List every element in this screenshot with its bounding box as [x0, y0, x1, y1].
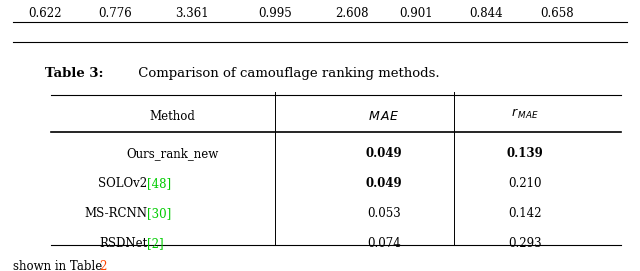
Text: 0.074: 0.074 — [367, 237, 401, 250]
Text: 0.210: 0.210 — [508, 177, 541, 190]
Text: 0.053: 0.053 — [367, 207, 401, 220]
Text: 0.142: 0.142 — [508, 207, 541, 220]
Text: 0.776: 0.776 — [99, 8, 132, 21]
Text: 0.658: 0.658 — [540, 8, 573, 21]
Text: 2: 2 — [99, 260, 107, 271]
Text: [48]: [48] — [147, 177, 172, 190]
Text: 0.049: 0.049 — [365, 147, 403, 160]
Text: [30]: [30] — [147, 207, 172, 220]
Text: 3.361: 3.361 — [175, 8, 209, 21]
Text: MS-RCNN: MS-RCNN — [84, 207, 147, 220]
Text: 0.049: 0.049 — [365, 177, 403, 190]
Text: 0.622: 0.622 — [28, 8, 61, 21]
Text: Comparison of camouflage ranking methods.: Comparison of camouflage ranking methods… — [134, 67, 440, 80]
Text: Ours_rank_new: Ours_rank_new — [127, 147, 219, 160]
Text: 2.608: 2.608 — [335, 8, 369, 21]
Text: 0.844: 0.844 — [470, 8, 503, 21]
Text: 0.901: 0.901 — [399, 8, 433, 21]
Text: 0.995: 0.995 — [259, 8, 292, 21]
Text: Table 3:: Table 3: — [45, 67, 103, 80]
Text: Method: Method — [150, 110, 196, 123]
Text: SOLOv2: SOLOv2 — [98, 177, 147, 190]
Text: [2]: [2] — [147, 237, 164, 250]
Text: 0.139: 0.139 — [506, 147, 543, 160]
Text: $r_{\,\mathit{MAE}}$: $r_{\,\mathit{MAE}}$ — [511, 107, 539, 121]
Text: shown in Table: shown in Table — [13, 260, 102, 271]
Text: $\mathit{M\,AE}$: $\mathit{M\,AE}$ — [369, 110, 399, 123]
Text: RSDNet: RSDNet — [99, 237, 147, 250]
Text: 0.293: 0.293 — [508, 237, 541, 250]
